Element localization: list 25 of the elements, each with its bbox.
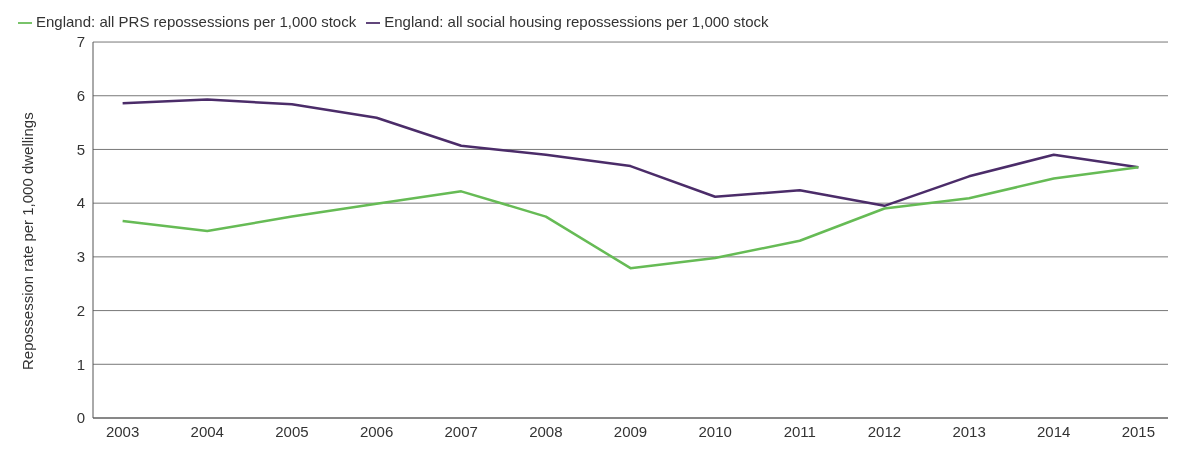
x-tick-label: 2015 xyxy=(1121,422,1156,440)
y-tick-label: 7 xyxy=(76,33,85,51)
x-tick-label: 2003 xyxy=(105,422,140,440)
x-tick-label: 2009 xyxy=(613,422,648,440)
x-tick-label: 2006 xyxy=(359,422,394,440)
x-tick-label: 2007 xyxy=(444,422,478,440)
legend-label: England: all social housing repossessions per 1,000 stock xyxy=(384,13,769,30)
x-tick-label: 2014 xyxy=(1037,422,1071,440)
y-tick-label: 1 xyxy=(76,355,85,373)
x-tick-label: 2013 xyxy=(952,422,986,440)
y-tick-label: 4 xyxy=(76,194,85,212)
line-series xyxy=(121,165,1140,270)
x-tick-label: 2010 xyxy=(698,422,732,440)
x-tick-label: 2004 xyxy=(190,422,224,440)
legend-label: England: all PRS repossessions per 1,000 stock xyxy=(36,13,357,30)
x-tick-label: 2008 xyxy=(529,422,563,440)
y-tick-label: 3 xyxy=(76,248,85,266)
y-tick-label: 2 xyxy=(76,301,85,319)
y-tick-label: 6 xyxy=(76,87,85,105)
x-tick-label: 2005 xyxy=(275,422,309,440)
x-tick-label: 2011 xyxy=(783,422,816,440)
y-tick-label: 0 xyxy=(76,409,85,427)
y-axis-title: Repossession rate per 1,000 dwellings xyxy=(19,112,37,371)
x-tick-label: 2012 xyxy=(867,422,902,440)
y-tick-label: 5 xyxy=(76,140,85,158)
